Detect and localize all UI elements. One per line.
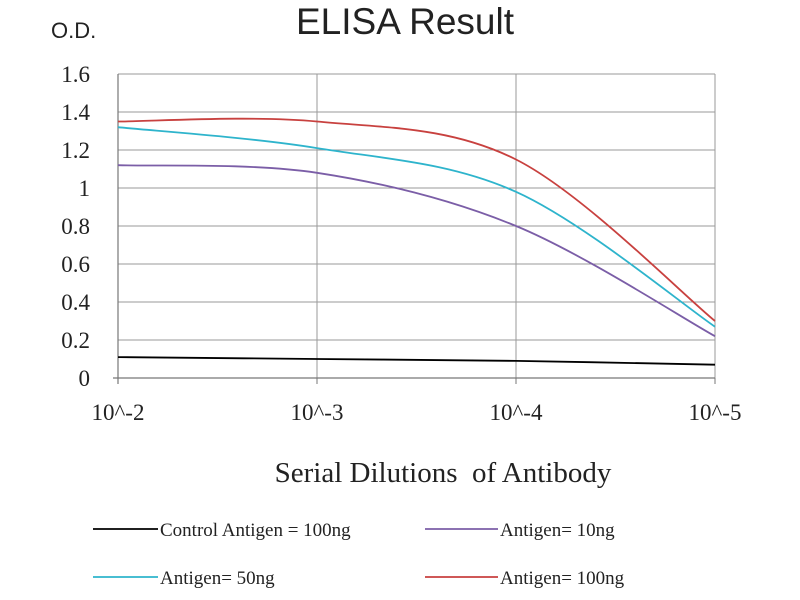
y-tick-label: 1.2 (61, 138, 90, 163)
y-tick-label: 1.4 (61, 100, 90, 125)
x-tick-labels: 10^-2 10^-3 10^-4 10^-5 (92, 400, 742, 425)
y-axis-label: O.D. (51, 18, 96, 43)
x-tick-label: 10^-2 (92, 400, 145, 425)
x-tick-label: 10^-4 (490, 400, 543, 425)
chart-title: ELISA Result (296, 1, 515, 42)
x-axis-label: Serial Dilutions of Antibody (275, 457, 612, 489)
y-tick-label: 0.8 (61, 214, 90, 239)
y-tick-label: 0 (79, 366, 91, 391)
series-line-1 (117, 164, 716, 337)
x-tick-label: 10^-5 (689, 400, 742, 425)
legend-label-2: Antigen= 50ng (160, 568, 275, 589)
y-tick-label: 0.2 (61, 328, 90, 353)
y-tick-label: 1 (79, 176, 91, 201)
x-tick-label: 10^-3 (291, 400, 344, 425)
y-tick-labels: 0 0.2 0.4 0.6 0.8 1 1.2 1.4 1.6 (61, 62, 90, 391)
y-tick-label: 1.6 (61, 62, 90, 87)
y-tick-label: 0.6 (61, 252, 90, 277)
series-lines (117, 117, 716, 366)
series-line-2 (117, 126, 716, 328)
legend-label-0: Control Antigen = 100ng (160, 520, 351, 541)
legend: Control Antigen = 100ng Antigen= 10ng Anti… (93, 520, 625, 589)
y-tick-label: 0.4 (61, 290, 90, 315)
series-line-0 (117, 356, 716, 366)
series-line-3 (117, 117, 716, 322)
legend-label-1: Antigen= 10ng (500, 520, 615, 541)
legend-label-3: Antigen= 100ng (500, 568, 625, 589)
grid (113, 73, 716, 384)
